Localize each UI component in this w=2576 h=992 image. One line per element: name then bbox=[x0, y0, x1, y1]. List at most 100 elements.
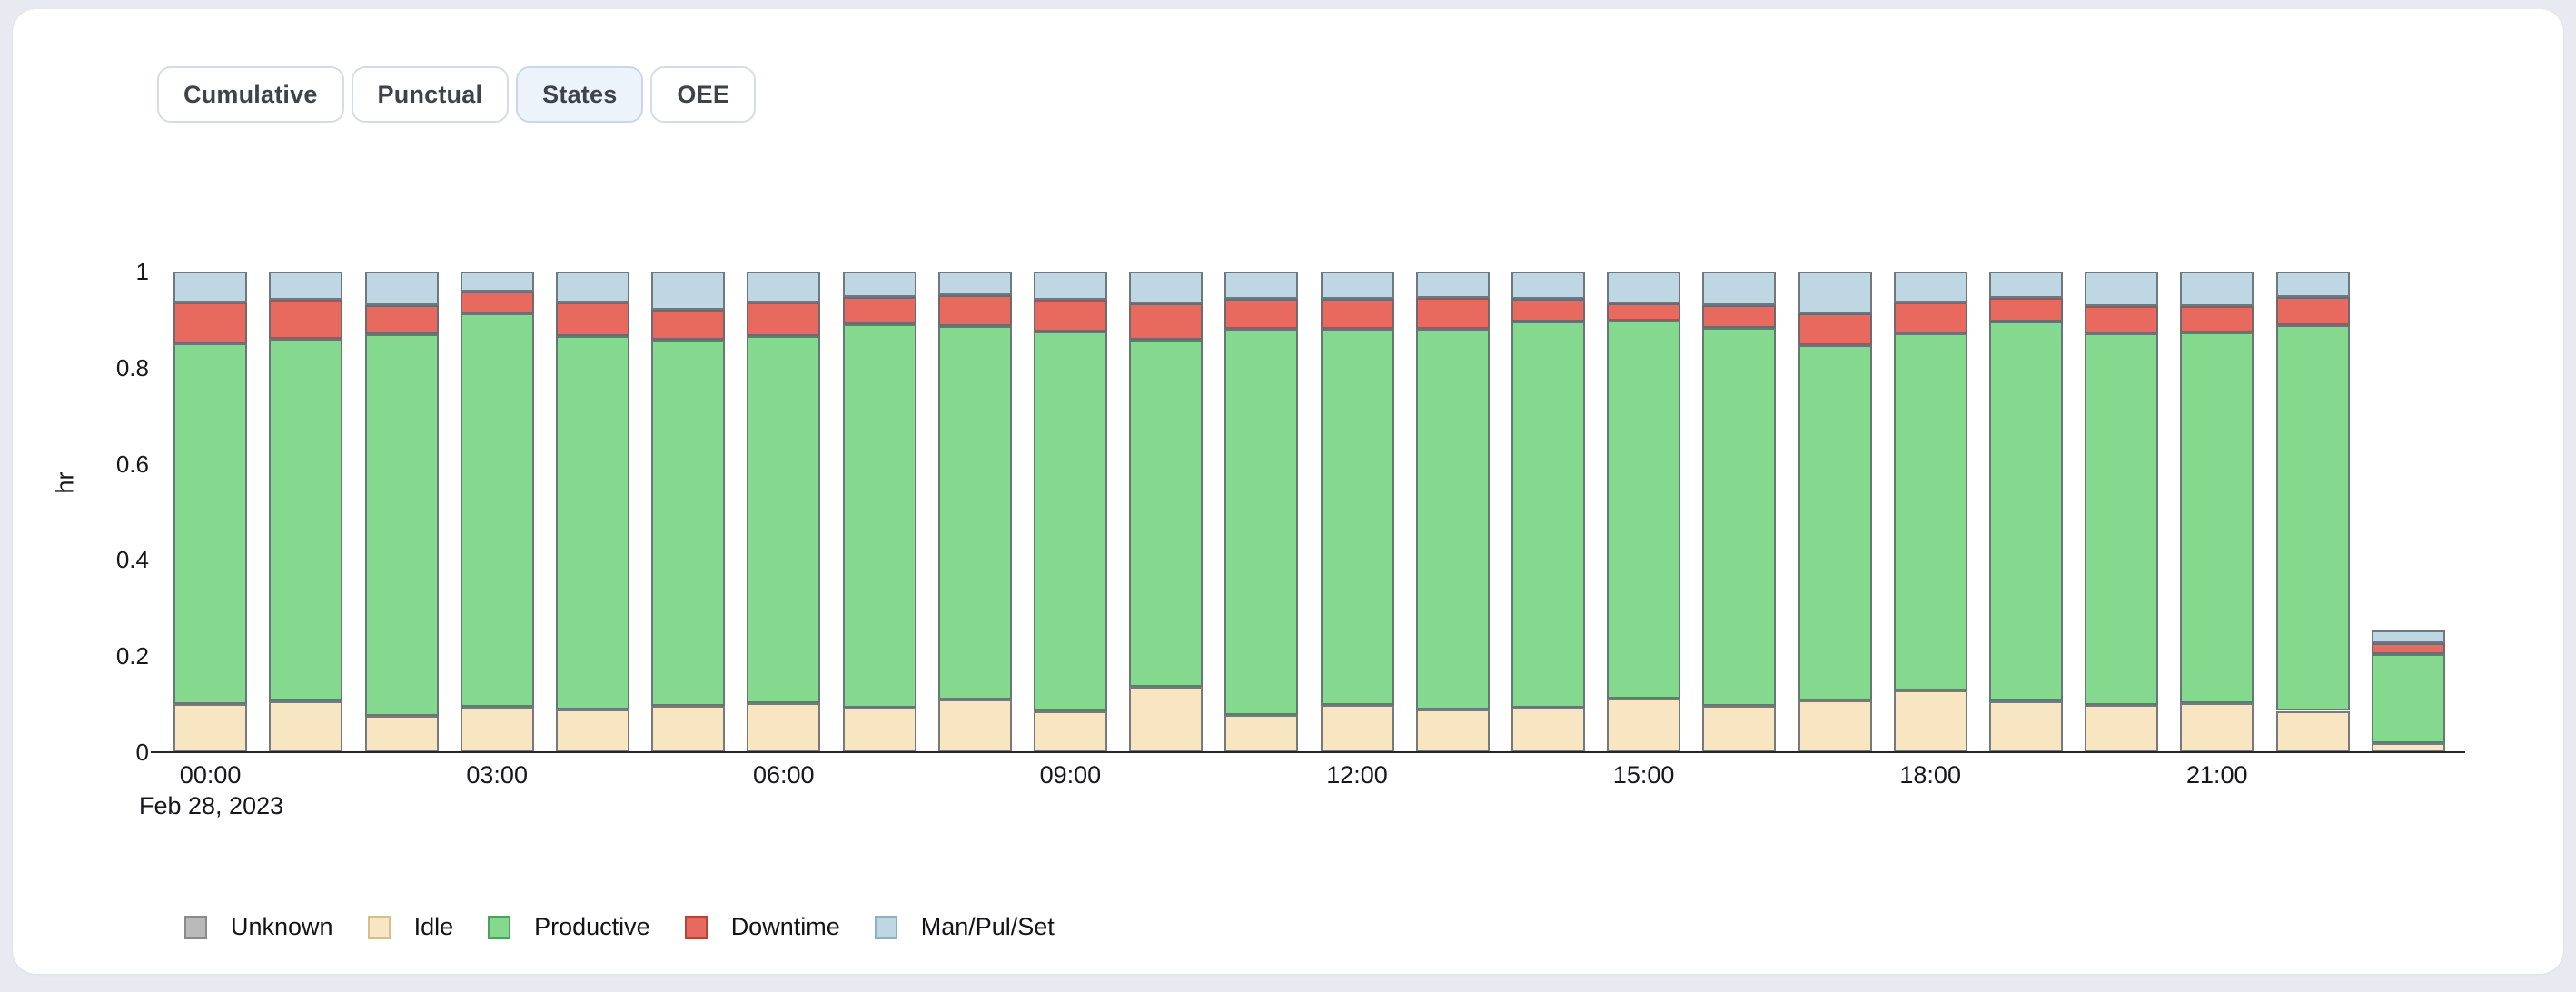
bar-segment-idle-00:00[interactable] bbox=[173, 704, 248, 752]
bar-segment-productive-14:00[interactable] bbox=[1511, 322, 1585, 709]
bar-segment-man-pul-set-00:00[interactable] bbox=[173, 272, 248, 303]
bar-segment-downtime-15:00[interactable] bbox=[1607, 303, 1681, 321]
bar-segment-idle-18:00[interactable] bbox=[1893, 689, 1967, 752]
bar-segment-man-pul-set-15:00[interactable] bbox=[1607, 272, 1681, 304]
bar-segment-man-pul-set-21:00[interactable] bbox=[2180, 272, 2254, 306]
tab-states[interactable]: States bbox=[516, 66, 644, 123]
bar-segment-man-pul-set-04:00[interactable] bbox=[555, 272, 629, 303]
bar-segment-idle-20:00[interactable] bbox=[2085, 705, 2159, 752]
bar-segment-productive-10:00[interactable] bbox=[1129, 340, 1204, 688]
bar-segment-downtime-11:00[interactable] bbox=[1224, 298, 1299, 330]
bar-segment-man-pul-set-17:00[interactable] bbox=[1798, 272, 1872, 314]
bar-segment-productive-17:00[interactable] bbox=[1798, 345, 1872, 700]
bar-segment-productive-05:00[interactable] bbox=[651, 340, 726, 707]
bar-segment-idle-03:00[interactable] bbox=[460, 707, 534, 752]
bar-segment-productive-03:00[interactable] bbox=[460, 313, 534, 708]
bar-segment-downtime-16:00[interactable] bbox=[1702, 304, 1777, 328]
bar-segment-productive-06:00[interactable] bbox=[747, 336, 821, 703]
bar-segment-productive-07:00[interactable] bbox=[842, 323, 916, 709]
bar-segment-man-pul-set-02:00[interactable] bbox=[364, 272, 439, 305]
bar-segment-idle-23:00[interactable] bbox=[2371, 742, 2445, 752]
bar-segment-man-pul-set-09:00[interactable] bbox=[1033, 272, 1107, 301]
bar-segment-downtime-19:00[interactable] bbox=[1988, 297, 2063, 322]
bar-segment-productive-09:00[interactable] bbox=[1033, 332, 1107, 711]
bar-segment-downtime-00:00[interactable] bbox=[173, 303, 248, 343]
bar-segment-downtime-05:00[interactable] bbox=[651, 309, 726, 341]
bar-segment-downtime-14:00[interactable] bbox=[1511, 298, 1585, 322]
bar-segment-downtime-04:00[interactable] bbox=[555, 302, 629, 336]
bar-segment-man-pul-set-12:00[interactable] bbox=[1320, 272, 1394, 300]
bar-segment-man-pul-set-01:00[interactable] bbox=[269, 272, 343, 301]
bar-segment-productive-15:00[interactable] bbox=[1607, 320, 1681, 699]
legend-item-downtime[interactable]: Downtime bbox=[684, 913, 840, 941]
bar-segment-man-pul-set-14:00[interactable] bbox=[1511, 272, 1585, 299]
bar-segment-productive-22:00[interactable] bbox=[2275, 325, 2350, 711]
legend-item-idle[interactable]: Idle bbox=[367, 913, 453, 941]
bar-segment-idle-06:00[interactable] bbox=[747, 702, 821, 752]
bar-segment-man-pul-set-08:00[interactable] bbox=[937, 272, 1012, 295]
bar-segment-man-pul-set-03:00[interactable] bbox=[460, 272, 534, 293]
bar-segment-productive-01:00[interactable] bbox=[269, 338, 343, 702]
bar-segment-idle-22:00[interactable] bbox=[2275, 710, 2350, 752]
bar-segment-productive-12:00[interactable] bbox=[1320, 329, 1394, 706]
bar-segment-downtime-18:00[interactable] bbox=[1893, 302, 1967, 333]
bar-segment-productive-02:00[interactable] bbox=[364, 333, 439, 717]
bar-segment-productive-20:00[interactable] bbox=[2085, 333, 2159, 706]
bar-segment-productive-16:00[interactable] bbox=[1702, 327, 1777, 706]
bar-segment-downtime-23:00[interactable] bbox=[2371, 643, 2445, 655]
bar-segment-man-pul-set-11:00[interactable] bbox=[1224, 272, 1299, 299]
bar-segment-downtime-01:00[interactable] bbox=[269, 300, 343, 339]
bar-segment-idle-09:00[interactable] bbox=[1033, 710, 1107, 752]
bar-segment-idle-07:00[interactable] bbox=[842, 708, 916, 752]
bar-segment-downtime-21:00[interactable] bbox=[2180, 305, 2254, 333]
bar-segment-productive-00:00[interactable] bbox=[173, 342, 248, 705]
bar-segment-idle-05:00[interactable] bbox=[651, 706, 726, 752]
bar-segment-downtime-13:00[interactable] bbox=[1415, 297, 1490, 329]
bar-segment-man-pul-set-10:00[interactable] bbox=[1129, 272, 1204, 304]
bar-segment-idle-02:00[interactable] bbox=[364, 716, 439, 752]
bar-segment-man-pul-set-23:00[interactable] bbox=[2371, 630, 2445, 644]
bar-segment-downtime-07:00[interactable] bbox=[842, 296, 916, 324]
bar-segment-productive-21:00[interactable] bbox=[2180, 332, 2254, 704]
bar-segment-productive-04:00[interactable] bbox=[555, 335, 629, 709]
tab-punctual[interactable]: Punctual bbox=[351, 66, 510, 123]
bar-segment-man-pul-set-06:00[interactable] bbox=[747, 272, 821, 303]
bar-segment-man-pul-set-07:00[interactable] bbox=[842, 272, 916, 297]
bar-segment-productive-08:00[interactable] bbox=[937, 325, 1012, 699]
bar-segment-downtime-22:00[interactable] bbox=[2275, 296, 2350, 326]
legend-item-productive[interactable]: Productive bbox=[488, 913, 650, 941]
bar-segment-idle-01:00[interactable] bbox=[269, 701, 343, 752]
bar-segment-idle-04:00[interactable] bbox=[555, 709, 629, 752]
bar-segment-man-pul-set-19:00[interactable] bbox=[1988, 272, 2063, 298]
bar-segment-downtime-10:00[interactable] bbox=[1129, 303, 1204, 341]
bar-segment-downtime-06:00[interactable] bbox=[747, 302, 821, 337]
bar-segment-idle-10:00[interactable] bbox=[1129, 687, 1204, 752]
bar-segment-productive-18:00[interactable] bbox=[1893, 332, 1967, 690]
bar-segment-man-pul-set-22:00[interactable] bbox=[2275, 272, 2350, 297]
bar-segment-productive-19:00[interactable] bbox=[1988, 322, 2063, 702]
bar-segment-downtime-02:00[interactable] bbox=[364, 304, 439, 334]
bar-segment-idle-12:00[interactable] bbox=[1320, 705, 1394, 752]
bar-segment-downtime-09:00[interactable] bbox=[1033, 300, 1107, 332]
bar-segment-downtime-08:00[interactable] bbox=[937, 294, 1012, 326]
legend-item-man-pul-set[interactable]: Man/Pul/Set bbox=[874, 913, 1055, 941]
bar-segment-downtime-20:00[interactable] bbox=[2085, 305, 2159, 334]
bar-segment-downtime-17:00[interactable] bbox=[1798, 313, 1872, 346]
legend-item-unknown[interactable]: Unknown bbox=[184, 913, 333, 941]
bar-segment-idle-11:00[interactable] bbox=[1224, 714, 1299, 752]
bar-segment-man-pul-set-16:00[interactable] bbox=[1702, 272, 1777, 305]
bar-segment-productive-23:00[interactable] bbox=[2371, 654, 2445, 743]
bar-segment-downtime-03:00[interactable] bbox=[460, 292, 534, 313]
bar-segment-man-pul-set-18:00[interactable] bbox=[1893, 272, 1967, 303]
bar-segment-idle-13:00[interactable] bbox=[1415, 709, 1490, 752]
bar-segment-man-pul-set-13:00[interactable] bbox=[1415, 272, 1490, 298]
bar-segment-downtime-12:00[interactable] bbox=[1320, 299, 1394, 330]
bar-segment-idle-15:00[interactable] bbox=[1607, 699, 1681, 752]
bar-segment-productive-13:00[interactable] bbox=[1415, 328, 1490, 710]
bar-segment-idle-21:00[interactable] bbox=[2180, 703, 2254, 752]
bar-segment-man-pul-set-20:00[interactable] bbox=[2085, 272, 2159, 306]
bar-segment-productive-11:00[interactable] bbox=[1224, 329, 1299, 715]
tab-cumulative[interactable]: Cumulative bbox=[157, 66, 344, 123]
bar-segment-idle-14:00[interactable] bbox=[1511, 708, 1585, 752]
bar-segment-idle-08:00[interactable] bbox=[937, 699, 1012, 752]
